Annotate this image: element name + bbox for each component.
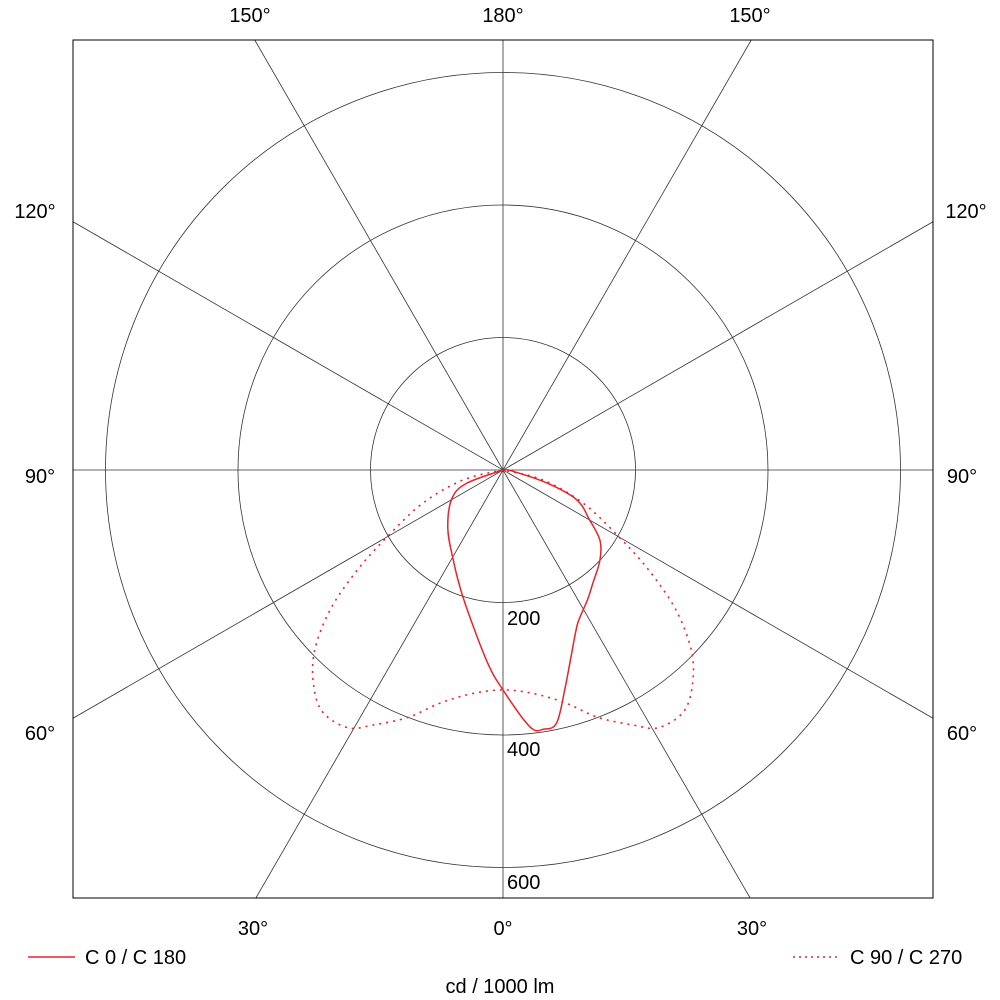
legend-label-c90-c270: C 90 / C 270 (850, 947, 962, 969)
angle-label-left-60: 60° (25, 723, 55, 745)
angle-label-top-left: 150° (229, 5, 270, 27)
angle-label-left-120: 120° (14, 201, 55, 223)
angle-label-bottom-center: 0° (493, 918, 512, 940)
plot-frame (72, 39, 934, 899)
angle-label-right-60: 60° (947, 723, 977, 745)
legend: C 0 / C 180 C 90 / C 270 (28, 947, 962, 969)
angle-label-bottom-left: 30° (238, 918, 268, 940)
series-layer (311, 468, 695, 732)
angle-label-right-120: 120° (945, 201, 986, 223)
polar-grid (73, 40, 933, 898)
angle-spoke (254, 40, 751, 898)
angle-label-top-right: 150° (729, 5, 770, 27)
unit-label: cd / 1000 lm (446, 976, 555, 998)
radial-tick-label: 400 (507, 739, 540, 761)
series-line-c90-c270 (311, 469, 695, 730)
angle-label-top-center: 180° (482, 5, 523, 27)
angle-label-left-90: 90° (25, 466, 55, 488)
angle-label-bottom-right: 30° (737, 918, 767, 940)
angle-spoke (255, 40, 752, 898)
legend-label-c0-c180: C 0 / C 180 (85, 947, 186, 969)
radial-tick-label: 200 (507, 608, 540, 630)
series-line-c0-c180 (447, 468, 602, 732)
angle-label-right-90: 90° (947, 466, 977, 488)
radial-tick-label: 600 (507, 872, 540, 894)
